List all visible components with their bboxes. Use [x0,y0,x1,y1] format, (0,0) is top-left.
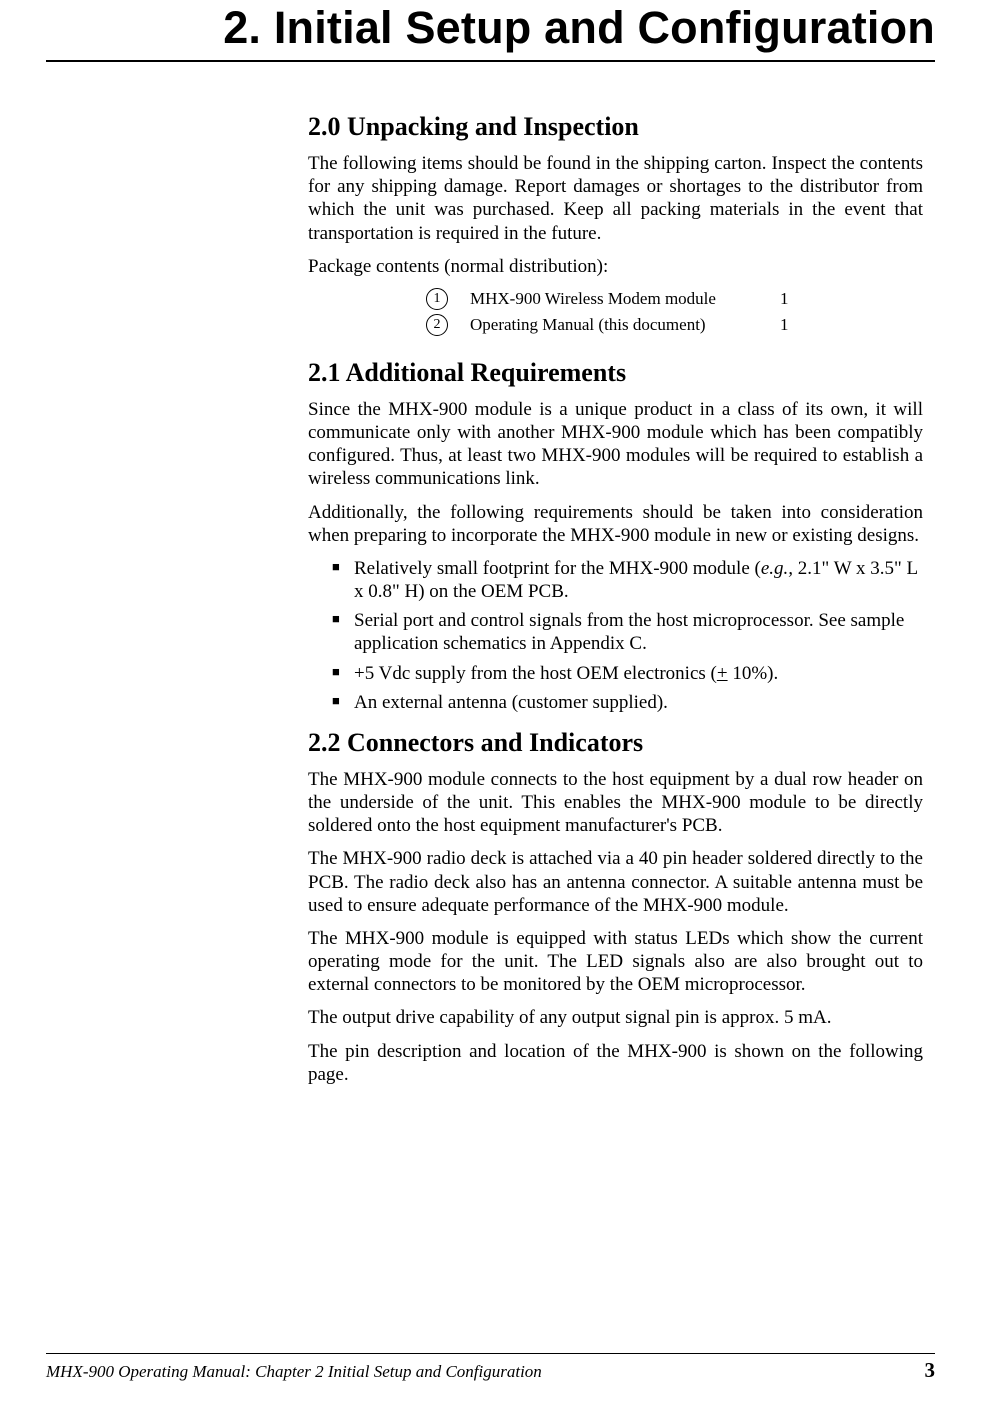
bullet-text: Relatively small footprint for the MHX-9… [354,558,761,579]
section-2-2-p1: The MHX-900 module connects to the host … [308,768,923,838]
section-2-1-title: 2.1 Additional Requirements [308,350,923,388]
circled-number-icon: 2 [426,314,448,336]
bullet-item: An external antenna (customer supplied). [332,691,923,714]
page: 2. Initial Setup and Configuration 2.0 U… [0,0,981,1411]
section-2-0-p1: The following items should be found in t… [308,152,923,245]
section-2-0-p2: Package contents (normal distribution): [308,255,923,278]
bullet-emph: e.g., [761,558,793,579]
bullet-item: Relatively small footprint for the MHX-9… [332,557,923,603]
package-qty: 1 [780,289,789,309]
bullet-text: 10%). [728,663,779,684]
package-desc: MHX-900 Wireless Modem module [470,289,780,309]
package-row: 2 Operating Manual (this document) 1 [308,314,923,336]
page-footer: MHX-900 Operating Manual: Chapter 2 Init… [46,1353,935,1383]
section-2-1-p2: Additionally, the following requirements… [308,501,923,547]
package-list: 1 MHX-900 Wireless Modem module 1 2 Oper… [308,288,923,336]
bullet-item: +5 Vdc supply from the host OEM electron… [332,662,923,685]
chapter-title: 2. Initial Setup and Configuration [46,0,935,62]
section-2-2-p4: The output drive capability of any outpu… [308,1006,923,1029]
bullet-item: Serial port and control signals from the… [332,609,923,655]
bullet-text: +5 Vdc supply from the host OEM electron… [354,663,717,684]
package-row: 1 MHX-900 Wireless Modem module 1 [308,288,923,310]
package-qty: 1 [780,315,789,335]
content-area: 2.0 Unpacking and Inspection The followi… [308,112,923,1086]
section-2-2-title: 2.2 Connectors and Indicators [308,720,923,758]
section-2-2-p3: The MHX-900 module is equipped with stat… [308,927,923,997]
section-2-0-title: 2.0 Unpacking and Inspection [308,112,923,142]
footer-text: MHX-900 Operating Manual: Chapter 2 Init… [46,1362,542,1382]
page-number: 3 [925,1358,936,1383]
bullet-underline: + [717,663,728,684]
section-2-2-p2: The MHX-900 radio deck is attached via a… [308,847,923,917]
circled-number-icon: 1 [426,288,448,310]
package-desc: Operating Manual (this document) [470,315,780,335]
section-2-1-p1: Since the MHX-900 module is a unique pro… [308,398,923,491]
requirements-list: Relatively small footprint for the MHX-9… [308,557,923,714]
section-2-2-p5: The pin description and location of the … [308,1040,923,1086]
